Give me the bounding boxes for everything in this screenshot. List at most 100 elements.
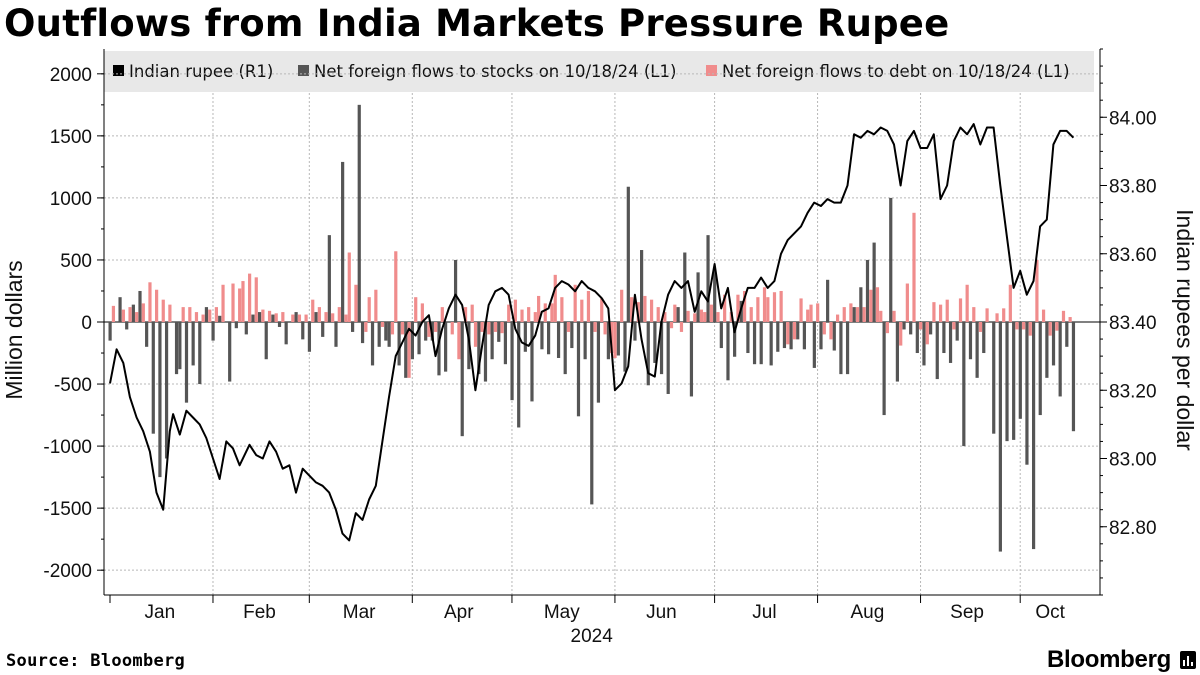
debt-flow-bar-119 <box>885 322 890 334</box>
stock-flow-bar-106 <box>859 287 863 322</box>
debt-flow-bar-111 <box>836 314 840 322</box>
debt-flow-bar-125 <box>925 322 929 345</box>
debt-flow-bar-131 <box>965 284 969 322</box>
stock-flow-bar-29 <box>314 312 318 322</box>
debt-flow-bar-99 <box>762 287 767 322</box>
right-tick-label-0: 82.80 <box>1109 518 1157 539</box>
stock-flow-bar-125 <box>992 322 996 434</box>
stock-flow-bar-43 <box>410 322 414 360</box>
debt-flow-bar-110 <box>829 322 833 340</box>
debt-flow-bar-127 <box>938 304 943 322</box>
debt-flow-bar-120 <box>892 310 896 322</box>
debt-flow-bar-83 <box>663 312 667 322</box>
stock-flow-bar-10 <box>178 322 182 370</box>
debt-flow-bar-101 <box>772 292 777 322</box>
stock-flow-bar-55 <box>497 322 501 342</box>
debt-flow-bar-122 <box>905 283 909 322</box>
debt-flow-bar-5 <box>148 282 152 322</box>
debt-flow-bar-124 <box>919 322 923 330</box>
left-tick-label-3: -500 <box>54 375 92 396</box>
stock-flow-bar-64 <box>563 322 567 375</box>
debt-flow-bar-93 <box>723 294 727 322</box>
axes: -2000 -1500 -1000 -500 0 500 1000 1500 2000 82.80… <box>1 48 1198 647</box>
debt-flow-bar-76 <box>613 322 617 358</box>
stock-flow-bar-79 <box>666 322 670 394</box>
stock-flow-bar-37 <box>370 322 375 366</box>
stock-flow-bar-47 <box>437 322 441 376</box>
x-month-label-1: Feb <box>243 602 276 623</box>
debt-flow-bar-145 <box>1061 310 1066 322</box>
debt-flow-bar-27 <box>304 314 308 322</box>
debt-flow-bar-108 <box>816 303 820 322</box>
stock-flow-bar-137 <box>1071 322 1076 432</box>
stock-flow-bar-95 <box>782 322 787 349</box>
left-tick-label-1: -1500 <box>43 499 92 520</box>
debt-flow-bar-29 <box>317 307 321 322</box>
stock-flow-bar-117 <box>935 322 939 380</box>
legend-background <box>104 51 1094 92</box>
debt-flow-bar-35 <box>354 284 358 322</box>
debt-flow-bar-138 <box>1015 322 1019 330</box>
debt-flow-bar-91 <box>709 304 713 322</box>
debt-flow-bar-39 <box>380 322 385 327</box>
stock-flow-bar-111 <box>895 322 899 382</box>
debt-flow-bar-55 <box>487 322 491 335</box>
debt-flow-bar-128 <box>945 299 949 322</box>
legend-label-2: Net foreign flows to stocks on 10/18/24 … <box>314 62 676 81</box>
debt-flow-bar-17 <box>238 288 242 322</box>
debt-flow-bar-84 <box>669 322 674 329</box>
debt-flow-bar-121 <box>899 322 903 346</box>
stock-flow-bar-134 <box>1051 322 1056 366</box>
debt-flow-bar-114 <box>855 307 860 322</box>
stock-flow-bar-13 <box>198 322 202 385</box>
debt-flow-bar-32 <box>337 307 341 322</box>
x-month-label-5: Jun <box>646 602 677 623</box>
stock-flow-bar-63 <box>556 322 561 358</box>
debt-flow-bar-109 <box>822 322 826 335</box>
debt-flow-bar-1 <box>121 309 125 322</box>
debt-flow-bar-74 <box>603 322 607 335</box>
stock-flow-bar-14 <box>204 307 209 322</box>
rupee-line <box>109 123 1075 542</box>
stock-flow-bar-136 <box>1065 322 1069 347</box>
stock-flow-bar-18 <box>234 322 238 329</box>
debt-flow-bar-123 <box>912 212 916 322</box>
stock-flow-bar-108 <box>872 242 876 322</box>
legend: Indian rupee (R1) Net foreign flows to st… <box>104 51 1094 92</box>
stock-flow-bar-96 <box>789 322 793 350</box>
stock-flow-bar-131 <box>1031 322 1036 550</box>
debt-flow-bar-38 <box>374 289 378 322</box>
right-tick-label-4: 83.60 <box>1109 245 1157 266</box>
stock-flow-bar-68 <box>590 322 594 505</box>
debt-flow-bar-116 <box>869 289 873 322</box>
debt-flow-bar-45 <box>420 303 424 322</box>
stock-flow-bar-8 <box>164 322 169 459</box>
debt-flow-bar-139 <box>1022 322 1026 330</box>
stock-flow-bar-60 <box>530 322 534 402</box>
stock-flow-bar-26 <box>294 312 298 322</box>
stock-flow-bar-80 <box>676 307 680 322</box>
debt-flow-bar-75 <box>610 322 614 354</box>
left-tick-label-8: 2000 <box>50 65 92 86</box>
stock-flow-bar-124 <box>982 322 986 354</box>
stock-flow-bar-104 <box>845 322 850 375</box>
debt-flow-bar-129 <box>952 322 956 330</box>
debt-flow-bar-132 <box>972 307 976 322</box>
stock-flow-bar-58 <box>517 322 521 428</box>
debt-flow-bar-42 <box>400 322 405 335</box>
debt-flow-bar-146 <box>1068 317 1072 322</box>
stock-flow-bar-94 <box>776 322 780 352</box>
debt-flow-bar-30 <box>324 312 328 322</box>
legend-swatch-1 <box>113 65 124 76</box>
stock-flow-bar-81 <box>683 252 687 322</box>
debt-flow-bar-137 <box>1008 284 1012 322</box>
stock-flow-bar-92 <box>759 322 763 365</box>
stock-flow-bar-130 <box>1025 322 1029 465</box>
x-month-label-0: Jan <box>145 602 176 623</box>
debt-flow-bar-59 <box>513 299 517 322</box>
source-note: Source: Bloomberg <box>6 651 186 671</box>
stock-flow-bar-100 <box>819 322 823 350</box>
debt-flow-bar-66 <box>553 274 557 322</box>
stock-flow-bar-121 <box>962 322 966 447</box>
x-month-label-8: Sep <box>950 602 984 623</box>
